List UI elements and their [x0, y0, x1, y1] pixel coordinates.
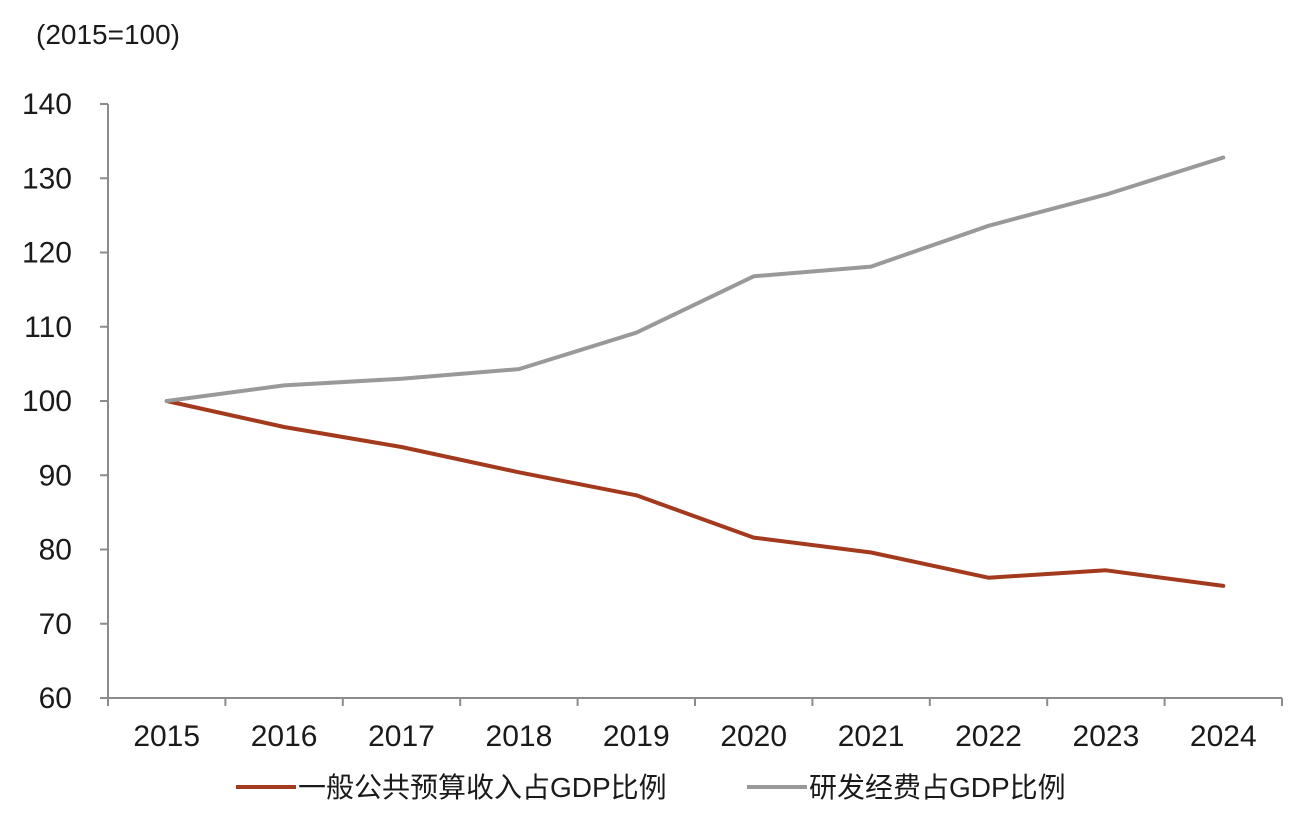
x-tick-label: 2017 [368, 720, 435, 753]
y-tick-label: 60 [39, 682, 72, 715]
x-tick-label: 2018 [486, 720, 553, 753]
unit-label: (2015=100) [36, 19, 180, 50]
x-tick-label: 2022 [955, 720, 1022, 753]
legend: 一般公共预算收入占GDP比例 研发经费占GDP比例 [236, 772, 1066, 803]
y-axis-ticks: 60 70 80 90 100 110 120 130 140 [22, 88, 108, 715]
y-tick-label: 100 [22, 385, 72, 418]
legend-label-rnd: 研发经费占GDP比例 [809, 772, 1066, 803]
y-tick-label: 140 [22, 88, 72, 121]
y-tick-label: 110 [24, 311, 72, 344]
series-line-revenue [164, 399, 1226, 588]
x-tick-label: 2019 [603, 720, 670, 753]
y-tick-label: 80 [39, 534, 72, 567]
x-tick-label: 2016 [251, 720, 318, 753]
y-tick-label: 120 [22, 237, 72, 270]
x-tick-label: 2020 [720, 720, 787, 753]
x-axis-ticks: 2015 2016 2017 2018 2019 2020 2021 2022 2023 2024 [107, 698, 1283, 753]
x-tick-label: 2021 [838, 720, 905, 753]
series-lines [164, 155, 1226, 588]
x-tick-label: 2015 [133, 720, 200, 753]
legend-label-revenue: 一般公共预算收入占GDP比例 [298, 772, 667, 803]
series-line-rnd [164, 155, 1226, 403]
y-tick-label: 90 [39, 459, 72, 492]
y-tick-label: 130 [22, 162, 72, 195]
y-tick-label: 70 [39, 608, 72, 641]
x-tick-label: 2024 [1190, 720, 1257, 753]
x-tick-label: 2023 [1073, 720, 1140, 753]
